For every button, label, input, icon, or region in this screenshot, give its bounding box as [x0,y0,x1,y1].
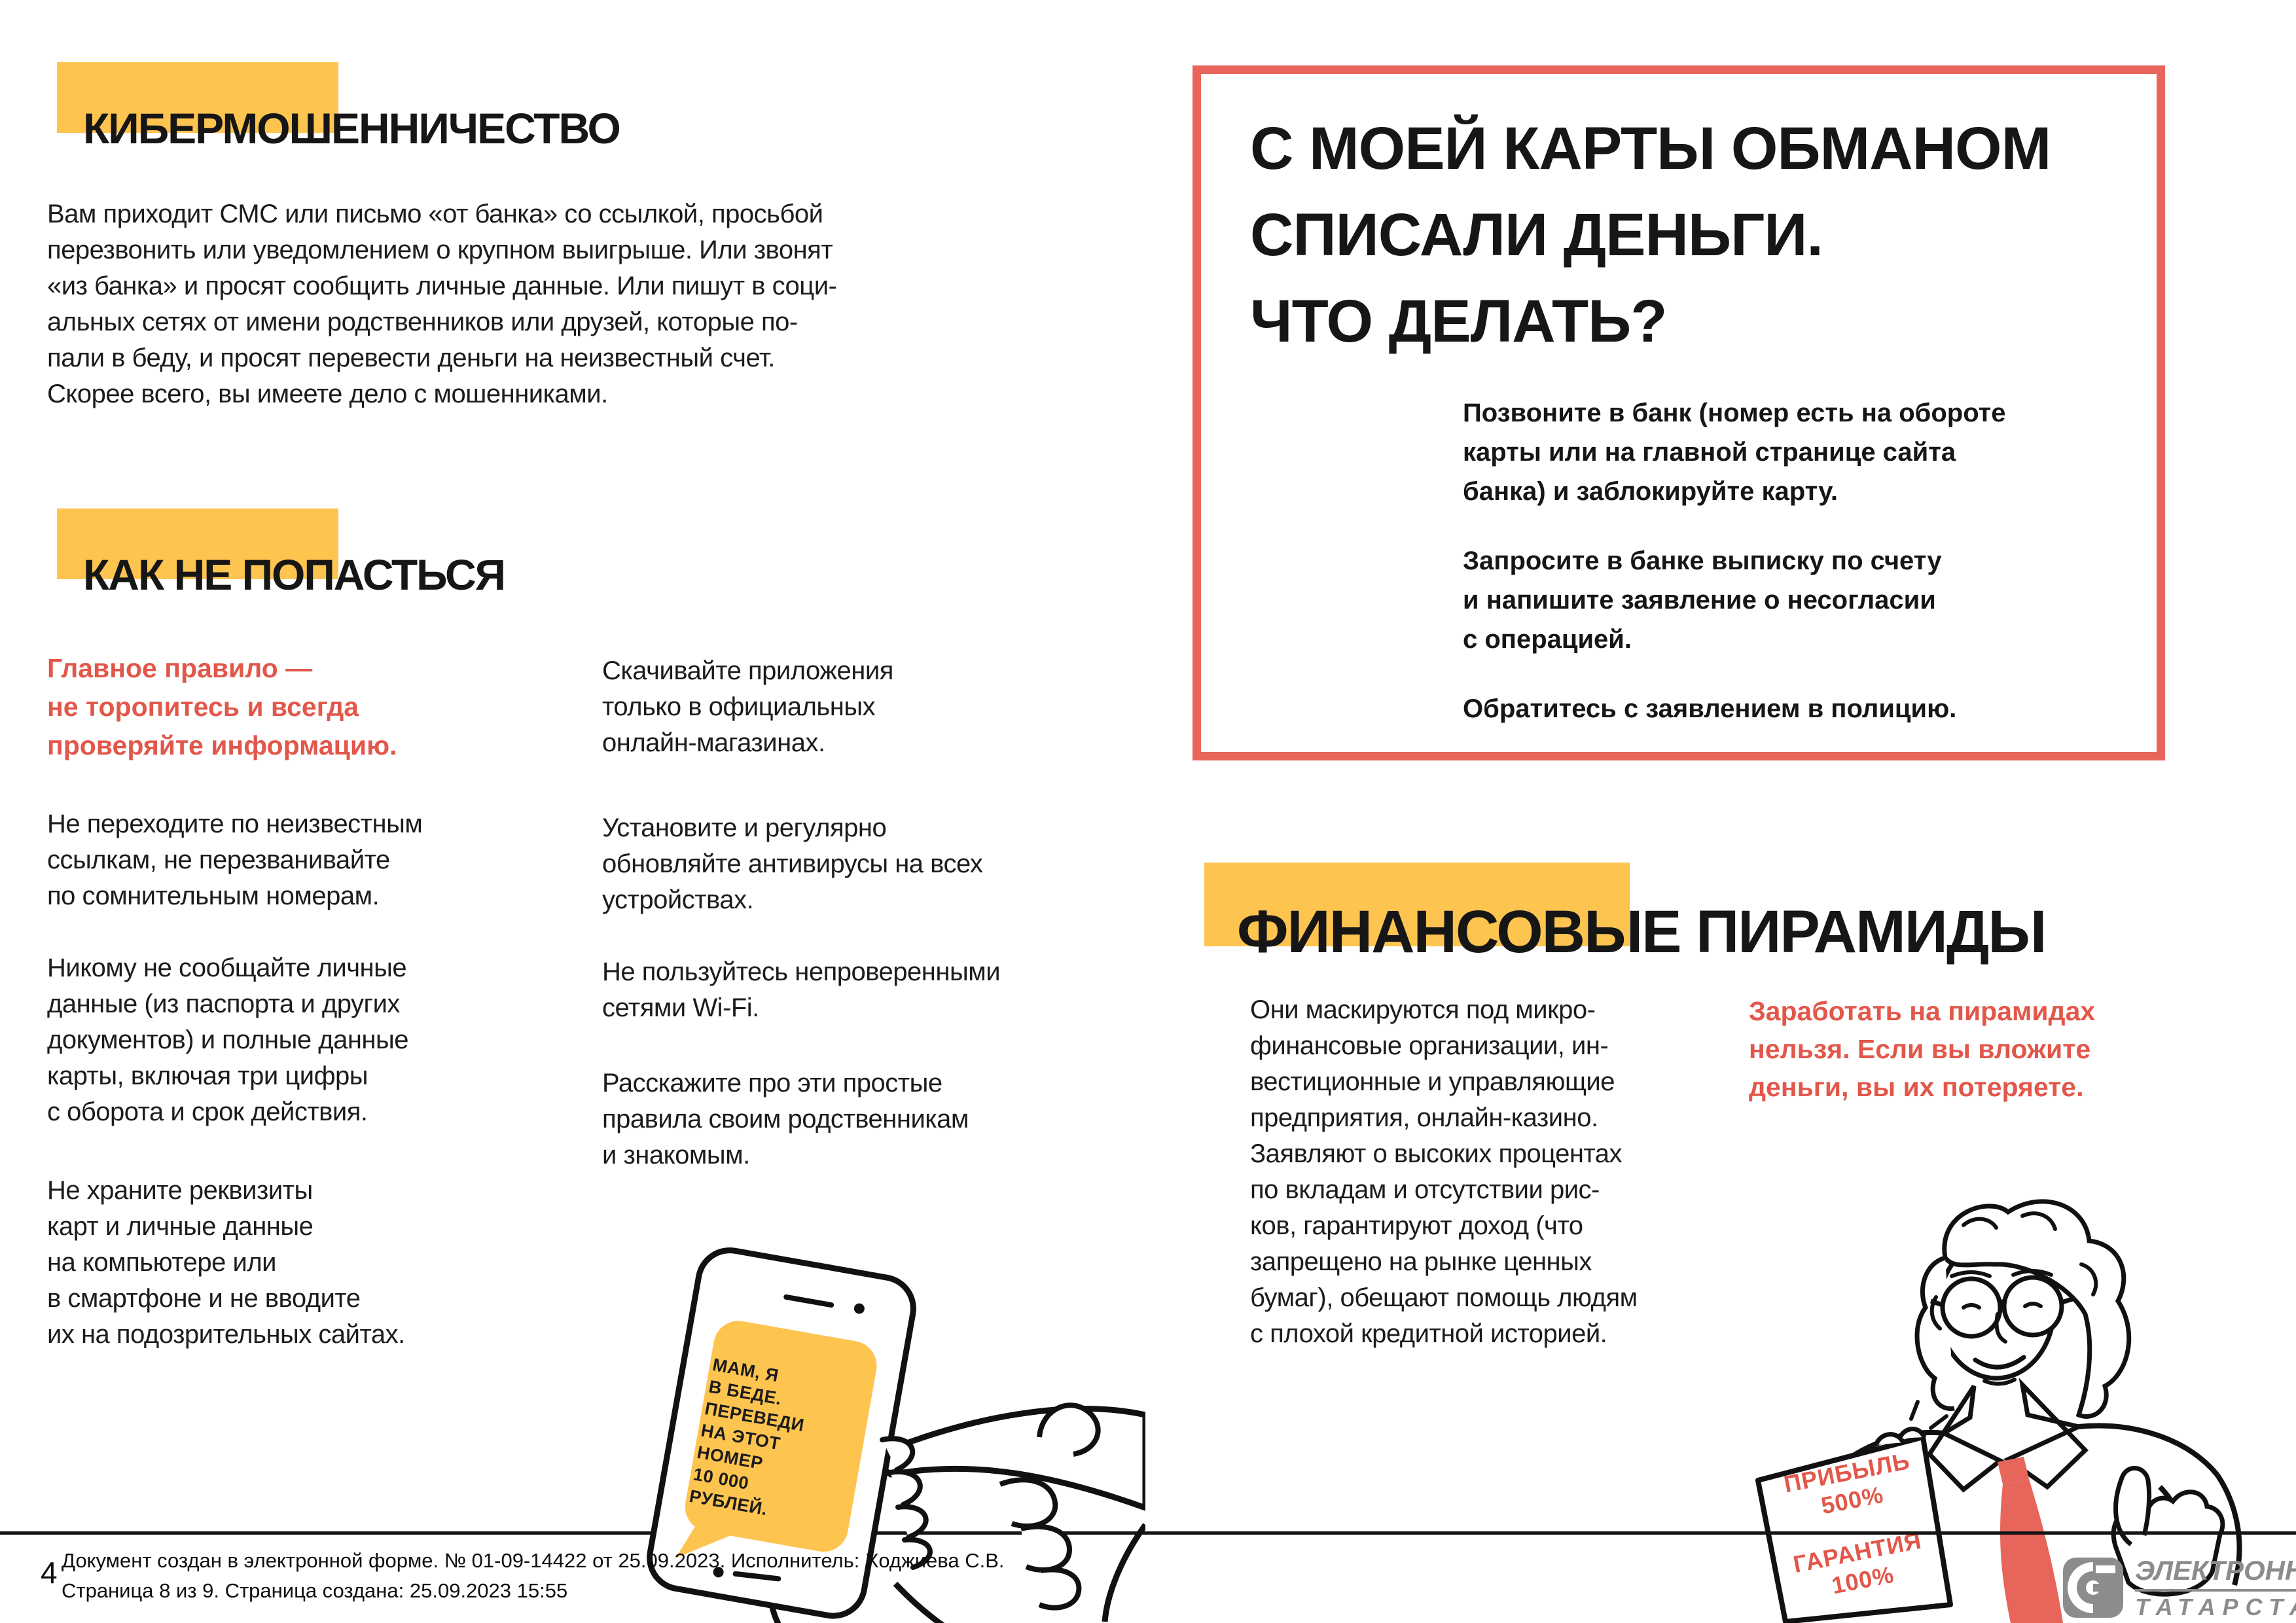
hownot-title: КАК НЕ ПОПАСТЬСЯ [83,550,506,599]
hownot-col1-p1: Не переходите по неизвестным ссылкам, не… [47,810,423,910]
pyramid-man-drawing [1755,1199,2242,1623]
footer-divider [0,1531,2296,1535]
shirt-collar [1926,1378,2089,1493]
card-stolen-step: Обратитесь с заявлением в полицию. [1463,694,1957,723]
wrist-line [769,1606,781,1623]
phone-hand-drawing [647,1247,1145,1623]
card-stolen-step: Запросите в банке выписку по счету и нап… [1463,546,1942,654]
electronic-tatarstan-logo: ЭЛЕКТРОННЫЙ ТАТАРСТАН [2062,1556,2296,1619]
pointing-hand [880,1402,1145,1622]
footer-stamp: Документ создан в электронной форме. № 0… [62,1549,1005,1602]
card-stolen-step: Позвоните в банк (номер есть на обороте … [1463,399,2006,506]
highlight-rect-pyramids [1204,863,1630,946]
card-stolen-steps: Позвоните в банк (номер есть на обороте … [1463,393,2144,758]
highlight-rect-cyberfraud [57,62,338,133]
pyramids-title: ФИНАНСОВЫЕ ПИРАМИДЫ [1237,899,2047,965]
hownot-col2-p4: Расскажите про эти простые правила своим… [602,1069,969,1169]
scam-sms-text: МАМ, Я В БЕДЕ. ПЕРЕВЕДИ НА ЭТОТ НОМЕР 10… [688,1354,806,1520]
glasses [1929,1275,2076,1339]
card-stolen-title: С МОЕЙ КАРТЫ ОБМАНОМ СПИСАЛИ ДЕНЬГИ. ЧТО… [1250,115,2051,355]
logo-line1: ЭЛЕКТРОННЫЙ [2135,1554,2296,1586]
hair-curl-lines [1929,1211,2098,1330]
hownot-col1-p3: Не храните реквизиты карт и личные данны… [47,1176,405,1349]
electronic-tatarstan-logo-icon [2063,1558,2123,1618]
pyramids-body: Они маскируются под микро- финансовые ор… [1250,995,1638,1348]
face-features [1950,1269,2053,1386]
red-tie [1998,1457,2063,1623]
logo-divider [2135,1588,2296,1592]
hownot-col2-p1: Скачивайте приложения только в официальн… [602,656,893,757]
cyberfraud-intro: Вам приходит СМС или письмо «от банка» с… [47,200,837,408]
logo-text-block: ЭЛЕКТРОННЫЙ ТАТАРСТАН [2135,1554,2296,1620]
message-bubble [685,1321,877,1552]
pyramid-man-illustration: ПРИБЫЛЬ 500% ГАРАНТИЯ 100% [1715,1178,2296,1623]
hownot-col2-p3: Не пользуйтесь непроверенными сетями Wi-… [602,957,1001,1022]
hownot-col2-p2: Установите и регулярно обновляйте антиви… [602,813,983,914]
cyberfraud-title: КИБЕРМОШЕННИЧЕСТВО [83,104,621,152]
card-stolen-box: С МОЕЙ КАРТЫ ОБМАНОМ СПИСАЛИ ДЕНЬГИ. ЧТО… [1193,65,2165,760]
page-marker: 4 [41,1556,58,1590]
holding-hand-fingers [880,1436,933,1570]
logo-line2: ТАТАРСТАН [2135,1593,2296,1620]
phone-scam-illustration: МАМ, Я В БЕДЕ. ПЕРЕВЕДИ НА ЭТОТ НОМЕР 10… [615,1243,1145,1623]
hownot-lead: Главное правило — не торопитесь и всегда… [47,653,397,760]
smartphone [647,1247,916,1619]
hownot-col1-p2: Никому не сообщайте личные данные (из па… [47,954,409,1126]
wrist-line [893,1581,945,1623]
highlight-rect-hownot [57,508,338,579]
sign-paper [1755,1400,1953,1623]
pyramids-warning: Заработать на пирамидах нельзя. Если вы … [1749,996,2096,1102]
